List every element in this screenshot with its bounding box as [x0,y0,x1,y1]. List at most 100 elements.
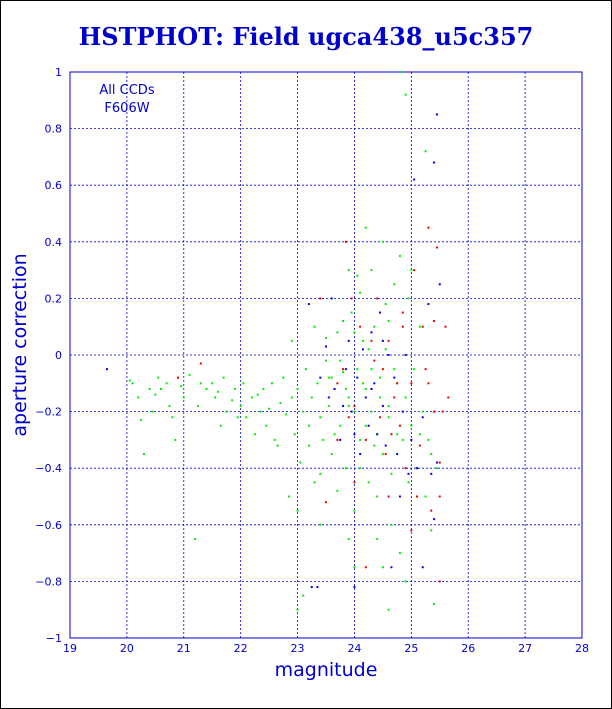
data-point [347,404,350,407]
data-point [393,283,396,286]
data-point [353,509,356,512]
data-point [347,537,350,540]
chart-title: HSTPHOT: Field ugca438_u5c357 [78,22,534,51]
data-point [330,453,333,456]
data-point [356,376,359,379]
data-point [398,424,401,427]
data-point [325,337,327,340]
data-point [433,320,436,323]
data-point [319,416,322,419]
data-point [179,385,182,388]
data-point [160,387,163,390]
data-point [438,283,441,286]
data-point [407,472,410,475]
data-point [424,150,427,153]
data-point [396,433,399,436]
data-point [416,467,419,470]
data-point [364,424,367,427]
data-point [197,404,199,407]
data-point [433,603,436,606]
data-point [325,345,327,348]
data-point [225,410,228,413]
data-point [364,226,367,229]
data-point [359,291,362,294]
data-point [424,368,427,371]
y-tick-label: −0.8 [35,575,62,588]
data-point [433,518,436,521]
data-point [398,254,401,257]
data-point [336,331,339,334]
data-point [239,404,242,407]
data-point [361,348,364,351]
data-point [370,387,373,390]
data-point [310,396,313,399]
annotation-filter: F606W [104,101,149,116]
data-point [273,438,276,441]
data-point [330,376,333,379]
data-point [407,297,410,300]
data-point [416,495,419,498]
data-point [421,416,424,419]
data-point [199,382,202,385]
data-point [379,396,382,399]
data-point [299,461,302,464]
data-point [353,410,356,413]
data-point [313,481,316,484]
data-point [413,178,416,181]
data-point [188,373,191,376]
data-point [353,404,356,407]
data-point [427,382,430,385]
data-point [293,433,296,436]
data-point [387,608,390,611]
data-point [151,410,154,413]
data-point [137,396,140,399]
data-point [421,566,424,569]
data-point [319,472,322,475]
data-point [128,379,131,382]
data-point [367,348,370,351]
data-point [327,376,330,379]
data-point [353,331,356,334]
data-point [404,467,407,470]
data-point [435,246,438,249]
data-point [427,226,430,229]
data-point [344,467,347,470]
data-point [140,419,143,422]
data-point [327,396,330,399]
data-point [131,382,134,385]
data-point [384,444,387,447]
data-point [290,339,293,342]
data-point [404,580,407,583]
data-point [387,404,390,407]
data-point [390,566,393,569]
data-point [330,297,333,300]
x-tick-label: 24 [347,642,361,655]
data-point [430,529,433,532]
y-tick-label: −0.2 [35,406,62,419]
data-point [364,396,367,399]
data-point [418,325,421,328]
data-point [142,453,145,456]
data-point [182,396,185,399]
data-point [325,359,327,362]
data-point [438,495,441,498]
data-point [370,331,373,334]
data-point [396,382,399,385]
data-point [310,586,313,589]
data-point [194,537,197,540]
data-point [381,453,384,456]
y-axis-title: aperture correction [9,253,31,436]
tick-labels: 19 20 21 22 23 24 25 26 27 28 −1 −0.8 −0.6 −0.4 −0.2 0 0… [35,66,589,655]
data-point [290,396,293,399]
data-point [401,410,404,413]
data-point [435,461,438,464]
data-point [219,424,222,427]
data-point [381,240,384,243]
data-point [313,325,316,328]
data-point [370,368,373,371]
data-point [435,467,438,470]
data-point [393,368,396,371]
data-point [211,382,214,385]
data-point [359,325,362,328]
data-point [353,566,356,569]
